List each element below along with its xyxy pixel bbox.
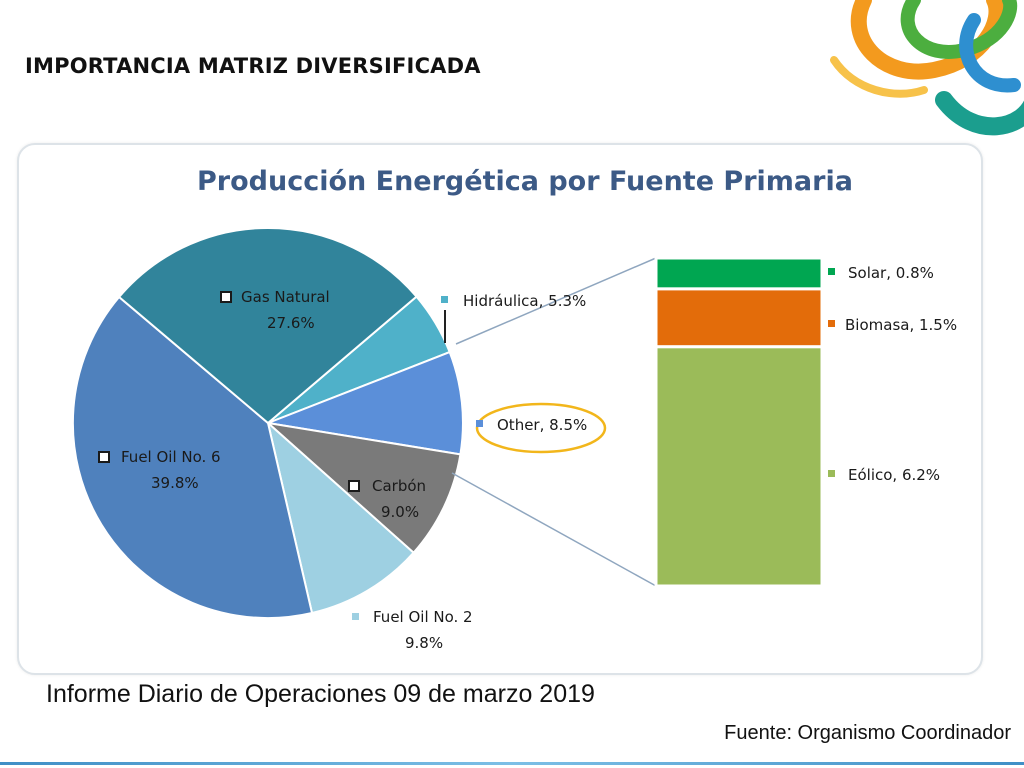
report-caption: Informe Diario de Operaciones 09 de marz… xyxy=(46,680,595,708)
slide-title: IMPORTANCIA MATRIZ DIVERSIFICADA xyxy=(25,54,481,78)
label-biomasa: Biomasa, 1.5% xyxy=(845,316,957,334)
legend-marker-eolico xyxy=(828,470,835,477)
legend-marker-other xyxy=(476,420,483,427)
label-other: Other, 8.5% xyxy=(497,416,587,434)
slice-gas-natural xyxy=(117,226,418,425)
value-carbon: 9.0% xyxy=(381,503,419,521)
bottom-accent-line xyxy=(0,762,1024,765)
value-fuel-oil-2: 9.8% xyxy=(405,634,443,652)
slice-carbon xyxy=(264,421,462,555)
slice-other xyxy=(264,350,464,456)
bar-segment-biomasa xyxy=(654,287,824,349)
legend-marker-fuel-oil-6 xyxy=(98,451,110,463)
breakdown-labels: Solar, 0.8% Biomasa, 1.5% Eólico, 6.2% xyxy=(828,264,957,484)
label-eolico: Eólico, 6.2% xyxy=(848,466,940,484)
connector-bottom xyxy=(451,472,657,587)
breakdown-stacked-bar xyxy=(654,256,824,588)
legend-marker-biomasa xyxy=(828,320,835,327)
legend-marker-carbon xyxy=(348,480,360,492)
connector-lines xyxy=(444,257,657,587)
label-solar: Solar, 0.8% xyxy=(848,264,934,282)
source-caption: Fuente: Organismo Coordinador xyxy=(724,722,1011,744)
deco-blue-ring xyxy=(959,13,1021,93)
value-fuel-oil-6: 39.8% xyxy=(151,474,199,492)
legend-marker-gas-natural xyxy=(220,291,232,303)
legend-marker-hidraulica xyxy=(441,296,448,303)
deco-teal-ring xyxy=(935,91,1024,136)
label-fuel-oil-2: Fuel Oil No. 2 xyxy=(373,608,473,626)
chart-frame: Producción Energética por Fuente Primari… xyxy=(17,143,983,675)
other-highlight-ellipse xyxy=(475,402,607,454)
pie-of-pie-chart: Producción Energética por Fuente Primari… xyxy=(71,166,957,652)
legend-marker-solar xyxy=(828,268,835,275)
slice-fuel-oil-6 xyxy=(71,295,314,620)
bar-segment-eolico xyxy=(654,345,824,588)
legend-marker-fuel-oil-2 xyxy=(352,613,359,620)
label-carbon: Carbón xyxy=(372,477,426,495)
label-fuel-oil-6: Fuel Oil No. 6 xyxy=(121,448,221,466)
chart-title: Producción Energética por Fuente Primari… xyxy=(197,166,853,197)
value-gas-natural: 27.6% xyxy=(267,314,315,332)
label-hidraulica: Hidráulica, 5.3% xyxy=(463,292,586,310)
pie-labels: Gas Natural 27.6% Fuel Oil No. 6 39.8% C… xyxy=(98,288,607,652)
slice-fuel-oil-2 xyxy=(266,420,416,615)
bar-segment-solar xyxy=(654,256,824,291)
pie-slices xyxy=(71,226,464,620)
deco-orange-ring xyxy=(850,0,1005,80)
decorative-swirl-graphic xyxy=(830,0,1024,136)
connector-top xyxy=(455,257,657,345)
label-gas-natural: Gas Natural xyxy=(241,288,330,306)
